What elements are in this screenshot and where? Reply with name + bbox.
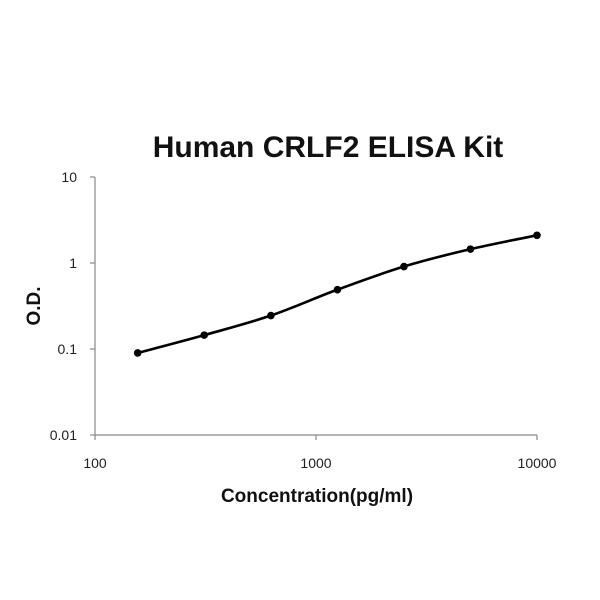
y-tick-label: 0.01 bbox=[50, 427, 77, 443]
data-point bbox=[333, 285, 342, 294]
data-point bbox=[133, 349, 142, 357]
y-axis-label: O.D. bbox=[24, 286, 45, 325]
x-axis-label: Concentration(pg/ml) bbox=[221, 486, 413, 507]
x-tick-label: 100 bbox=[83, 455, 107, 471]
plot-area: 10 1 0.1 0.01 100 1000 10000 bbox=[50, 169, 557, 471]
y-tick-label: 10 bbox=[61, 169, 77, 185]
data-point bbox=[400, 262, 408, 271]
data-point bbox=[466, 245, 475, 253]
x-tick-label: 10000 bbox=[518, 455, 557, 471]
x-tick-label: 1000 bbox=[300, 455, 331, 471]
data-point bbox=[267, 311, 275, 320]
data-point bbox=[533, 231, 541, 240]
y-tick-label: 1 bbox=[69, 255, 77, 271]
data-point bbox=[200, 331, 209, 339]
series-line bbox=[137, 234, 538, 355]
y-tick-label: 0.1 bbox=[58, 341, 78, 357]
chart-title: Human CRLF2 ELISA Kit bbox=[153, 131, 504, 164]
